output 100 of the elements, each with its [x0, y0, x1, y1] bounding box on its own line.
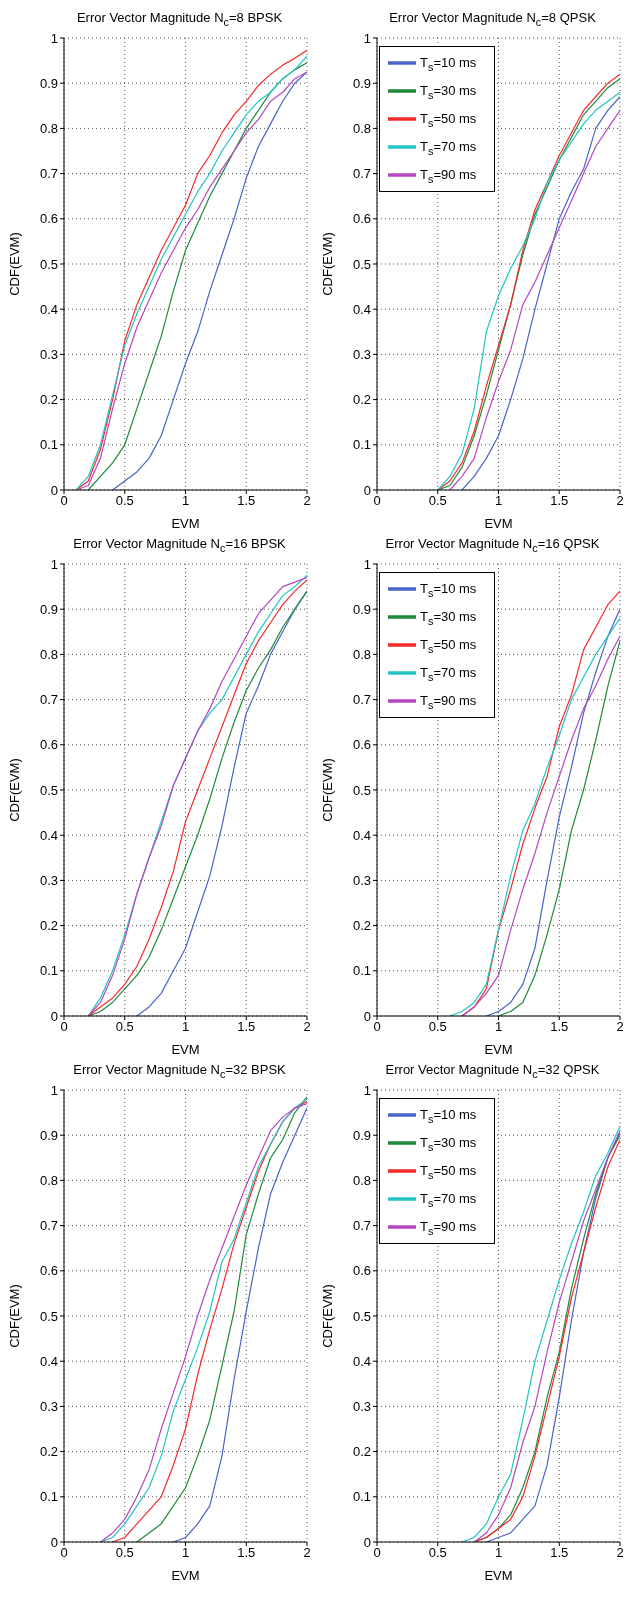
x-tick-label: 1 [181, 493, 190, 509]
legend-label: T$_{s}$=30 ms [420, 609, 477, 627]
x-tick-label: 1 [494, 1019, 503, 1035]
y-tick-label: 0.1 [352, 963, 371, 979]
y-tick-label: 0.6 [39, 1263, 58, 1279]
y-tick-label: 1 [50, 556, 58, 572]
x-tick-label: 1.5 [237, 1545, 256, 1561]
y-tick-label: 0.4 [352, 1353, 371, 1369]
x-tick-label: 0.5 [115, 1019, 134, 1035]
y-tick-label: 0.3 [352, 347, 371, 363]
legend-label: T$_{s}$=70 ms [420, 1191, 477, 1209]
y-tick-label: 0.7 [39, 166, 58, 182]
y-tick-label: 0.2 [352, 392, 371, 408]
y-tick-label: 0.4 [352, 301, 371, 317]
legend-label: T$_{s}$=70 ms [420, 139, 477, 157]
y-tick-label: 0.1 [39, 437, 58, 453]
legend-label: T$_{s}$=50 ms [420, 111, 477, 129]
legend-label: T$_{s}$=10 ms [420, 1107, 477, 1125]
x-axis-title: EVM [484, 1568, 513, 1583]
y-tick-label: 0.4 [39, 301, 58, 317]
x-axis-title: EVM [171, 1042, 200, 1057]
y-tick-label: 0.2 [39, 392, 58, 408]
x-axis-title: EVM [484, 1042, 513, 1057]
y-tick-label: 0.6 [39, 737, 58, 753]
y-tick-label: 0.8 [39, 1173, 58, 1189]
y-tick-label: 0.3 [39, 1399, 58, 1415]
y-tick-label: 0.2 [39, 918, 58, 934]
chart-title: Error Vector Magnitude N$_{c}$=16 QPSK [385, 536, 600, 554]
y-tick-label: 0.6 [352, 1263, 371, 1279]
y-tick-label: 0.1 [352, 437, 371, 453]
y-tick-label: 0.1 [352, 1489, 371, 1505]
y-tick-label: 0.2 [352, 918, 371, 934]
legend-label: T$_{s}$=90 ms [420, 1219, 477, 1237]
chart-title: Error Vector Magnitude N$_{c}$=16 BPSK [73, 536, 286, 554]
legend-label: T$_{s}$=70 ms [420, 665, 477, 683]
x-tick-label: 1 [494, 1545, 503, 1561]
y-tick-label: 1 [363, 556, 371, 572]
x-tick-label: 2 [303, 493, 311, 509]
legend-label: T$_{s}$=30 ms [420, 83, 477, 101]
y-tick-label: 0.9 [39, 601, 58, 617]
x-tick-label: 2 [303, 1545, 311, 1561]
y-tick-label: 0.2 [39, 1444, 58, 1460]
y-tick-label: 0.5 [352, 1308, 371, 1324]
y-tick-label: 0.4 [352, 827, 371, 843]
x-tick-label: 0 [373, 493, 381, 509]
chart-title: Error Vector Magnitude N$_{c}$=32 QPSK [385, 1062, 600, 1080]
y-axis-title: CDF(EVM) [6, 758, 22, 822]
x-axis-title: EVM [171, 516, 200, 531]
y-tick-label: 1 [50, 1082, 58, 1098]
chart-title: Error Vector Magnitude N$_{c}$=32 BPSK [73, 1062, 286, 1080]
y-tick-label: 0.9 [352, 601, 371, 617]
y-tick-label: 0.5 [39, 256, 58, 272]
legend-label: T$_{s}$=50 ms [420, 1163, 477, 1181]
y-axis-title: CDF(EVM) [6, 232, 22, 296]
legend-label: T$_{s}$=10 ms [420, 55, 477, 73]
chart-title: Error Vector Magnitude N$_{c}$=8 BPSK [76, 10, 283, 28]
y-tick-label: 0.1 [39, 1489, 58, 1505]
y-axis-title: CDF(EVM) [319, 758, 335, 822]
x-tick-label: 1 [494, 493, 503, 509]
x-tick-label: 0.5 [428, 493, 447, 509]
x-tick-label: 1.5 [550, 493, 569, 509]
y-tick-label: 1 [363, 30, 371, 46]
x-tick-label: 0.5 [115, 493, 134, 509]
chart-title: Error Vector Magnitude N$_{c}$=8 QPSK [389, 10, 596, 28]
y-tick-label: 0.5 [352, 256, 371, 272]
x-tick-label: 1 [181, 1019, 190, 1035]
legend-label: T$_{s}$=10 ms [420, 581, 477, 599]
y-tick-label: 0.7 [352, 692, 371, 708]
line-series [172, 1107, 307, 1542]
y-axis-title: CDF(EVM) [6, 1284, 22, 1348]
y-tick-label: 0.6 [39, 211, 58, 227]
x-tick-label: 0 [60, 493, 68, 509]
y-tick-label: 0.3 [39, 873, 58, 889]
x-tick-label: 0.5 [428, 1545, 447, 1561]
y-tick-label: 0.4 [39, 827, 58, 843]
y-tick-label: 0.2 [352, 1444, 371, 1460]
x-tick-label: 2 [303, 1019, 311, 1035]
y-axis-title: CDF(EVM) [319, 1284, 335, 1348]
y-tick-label: 0.9 [352, 1127, 371, 1143]
x-tick-label: 2 [616, 1019, 624, 1035]
y-tick-label: 0.7 [352, 166, 371, 182]
y-tick-label: 0.4 [39, 1353, 58, 1369]
x-tick-label: 1 [181, 1545, 190, 1561]
y-tick-label: 0.9 [352, 75, 371, 91]
y-tick-label: 0.8 [352, 1173, 371, 1189]
x-tick-label: 2 [616, 1545, 624, 1561]
y-tick-label: 0.8 [352, 121, 371, 137]
x-tick-label: 0 [60, 1019, 68, 1035]
y-tick-label: 0 [50, 1534, 58, 1550]
x-tick-label: 1.5 [550, 1545, 569, 1561]
line-series [485, 608, 620, 1016]
y-tick-label: 0 [363, 482, 371, 498]
y-tick-label: 0.6 [352, 211, 371, 227]
y-tick-label: 0.5 [39, 782, 58, 798]
y-tick-label: 0 [363, 1008, 371, 1024]
x-tick-label: 1.5 [237, 1019, 256, 1035]
y-tick-label: 0.9 [39, 1127, 58, 1143]
y-tick-label: 0.9 [39, 75, 58, 91]
x-tick-label: 0 [373, 1545, 381, 1561]
y-tick-label: 0.8 [352, 647, 371, 663]
